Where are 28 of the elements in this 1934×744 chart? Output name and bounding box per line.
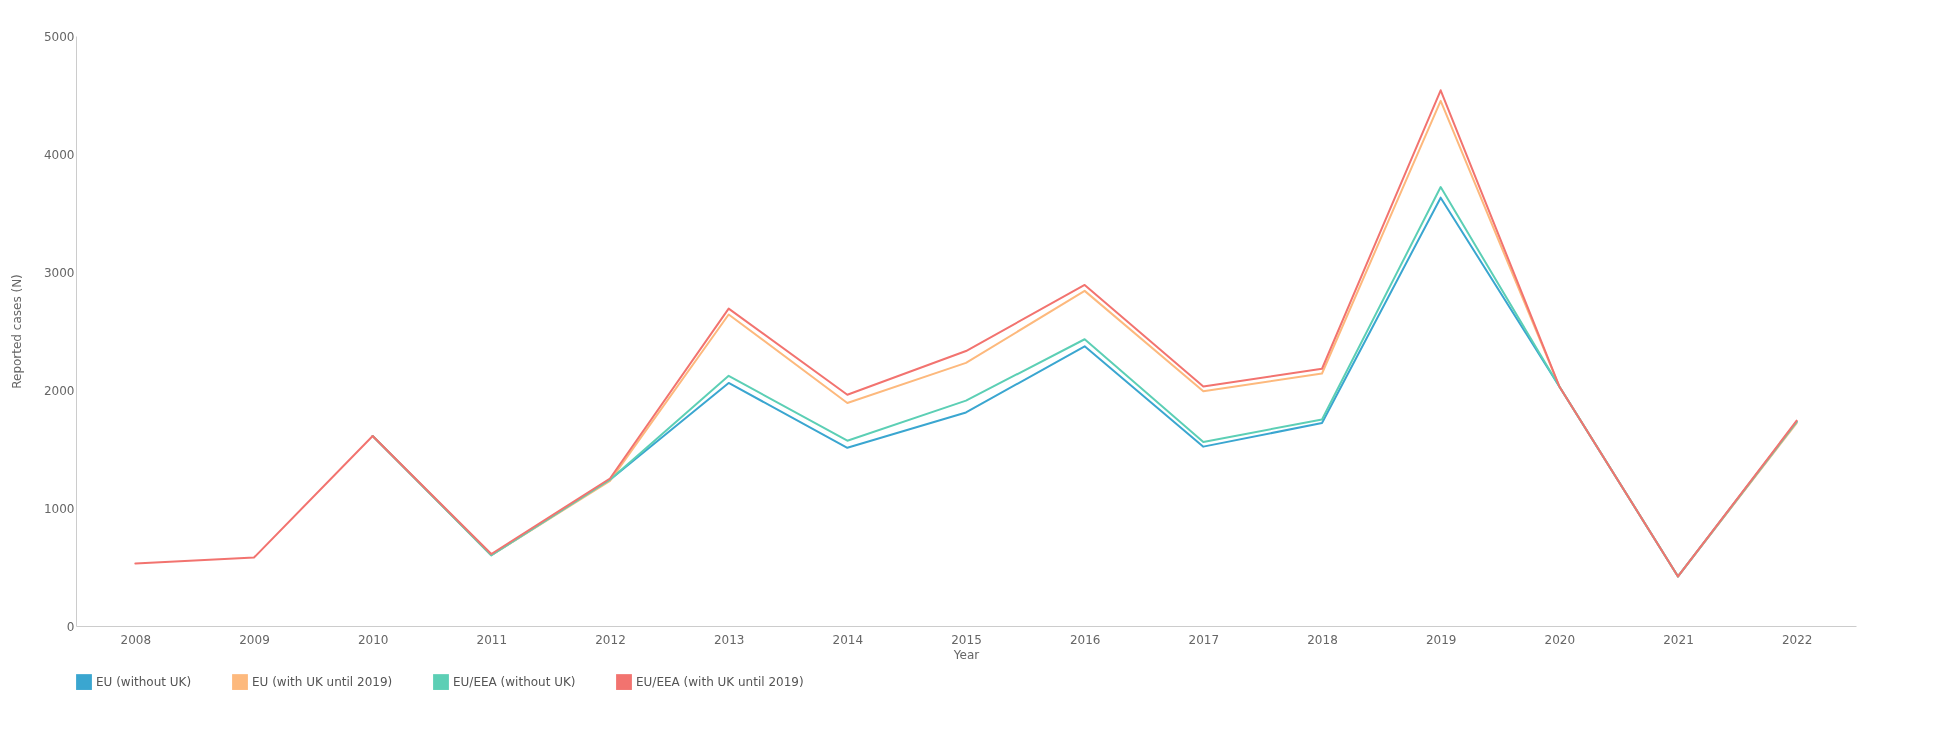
x-axis-title: Year — [952, 647, 980, 662]
y-axis-title: Reported cases (N) — [9, 274, 24, 389]
x-tick-label: 2022 — [1781, 632, 1813, 647]
x-tick-label: 2021 — [1663, 632, 1694, 647]
x-tick-label: 2012 — [595, 632, 626, 647]
y-tick-label: 3000 — [43, 265, 75, 280]
y-tick-label: 1000 — [43, 501, 75, 516]
legend-label: EU (without UK) — [96, 675, 192, 690]
legend-label: EU (with UK until 2019) — [252, 675, 393, 690]
y-tick-label: 5000 — [43, 29, 75, 44]
legend-label: EU/EEA (without UK) — [453, 675, 576, 690]
x-tick-label: 2018 — [1307, 632, 1338, 647]
x-tick-label: 2016 — [1069, 632, 1101, 647]
y-tick-label: 4000 — [43, 147, 75, 162]
y-tick-label: 2000 — [43, 383, 75, 398]
x-tick-label: 2010 — [357, 632, 389, 647]
x-tick-label: 2014 — [832, 632, 864, 647]
legend-label: EU/EEA (with UK until 2019) — [636, 675, 804, 690]
x-tick-label: 2008 — [120, 632, 152, 647]
x-tick-label: 2011 — [476, 632, 508, 647]
line-series — [134, 89, 1798, 578]
x-tick-label: 2020 — [1544, 632, 1576, 647]
x-tick-label: 2017 — [1188, 632, 1220, 647]
x-tick-label: 2013 — [713, 632, 745, 647]
x-tick-label: 2019 — [1425, 632, 1457, 647]
y-tick-label: 0 — [66, 619, 75, 634]
x-tick-label: 2015 — [951, 632, 982, 647]
x-tick-label: 2009 — [239, 632, 270, 647]
